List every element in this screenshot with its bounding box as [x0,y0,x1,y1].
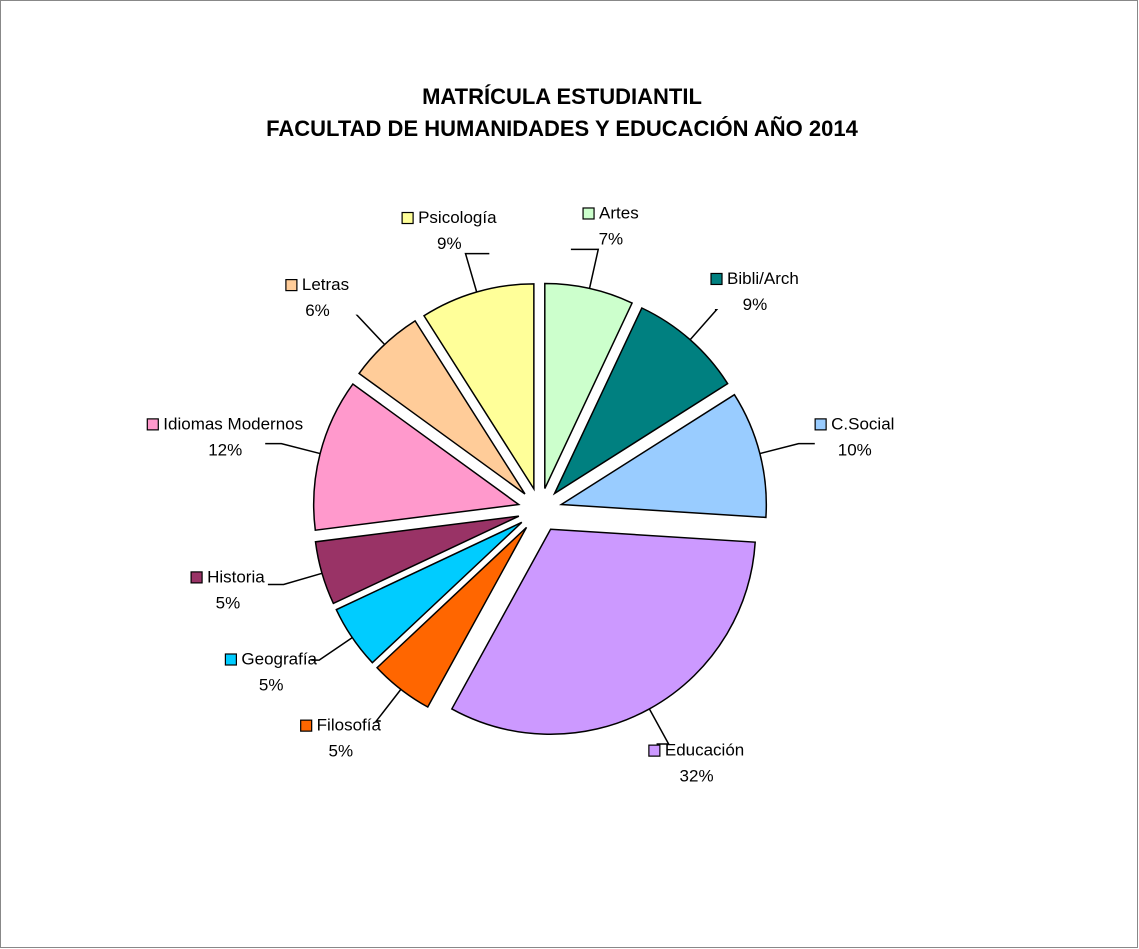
legend-swatch [224,653,237,666]
legend-label: Letras [302,275,349,294]
data-label: 12% [208,440,242,459]
leader-line [374,688,402,722]
legend-label: Filosofía [317,716,382,735]
pie-slice [358,319,526,495]
data-label: 5% [216,593,241,612]
leader-line [265,442,321,455]
pie-slice [312,382,521,532]
legend-swatch [582,207,595,220]
legend-swatch [710,272,723,286]
data-label: 5% [259,675,284,694]
legend-label: Idiomas Modernos [163,414,303,433]
pie-slice [558,393,768,519]
legend-swatch [285,278,298,292]
legend-swatch [300,719,313,732]
legend-label: Geografía [241,649,317,668]
leader-line [311,636,353,661]
data-label: 10% [838,440,872,459]
legend-swatch [648,744,661,757]
data-label: 6% [305,301,330,320]
legend-label: Artes [599,203,639,222]
leader-line [759,442,815,455]
legend-label: Educación [665,741,744,760]
leader-line [648,708,670,745]
legend-label: Psicología [418,208,497,227]
legend-swatch [814,418,827,431]
legend-swatch [146,418,159,431]
legend-swatch [401,211,414,225]
leader-line [355,314,386,346]
legend-swatch [190,571,203,584]
leader-line [267,572,323,586]
leader-line [689,308,719,341]
data-label: 5% [329,742,354,761]
chart-title: MATRÍCULA ESTUDIANTIL [422,84,702,109]
legend-label: Historia [207,567,265,586]
data-label: 32% [680,767,714,786]
leader-line [464,252,490,293]
leader-line [570,248,600,289]
data-label: 7% [599,229,624,248]
pie-slice [335,521,523,664]
legend-label: C.Social [831,414,894,433]
data-label: 9% [743,295,768,314]
legend-label: Bibli/Arch [727,269,799,288]
pie-slice [422,283,535,492]
pie-slice [450,528,756,736]
chart-subtitle: FACULTAD DE HUMANIDADES Y EDUCACIÓN AÑO … [266,116,858,141]
data-label: 9% [437,234,462,253]
